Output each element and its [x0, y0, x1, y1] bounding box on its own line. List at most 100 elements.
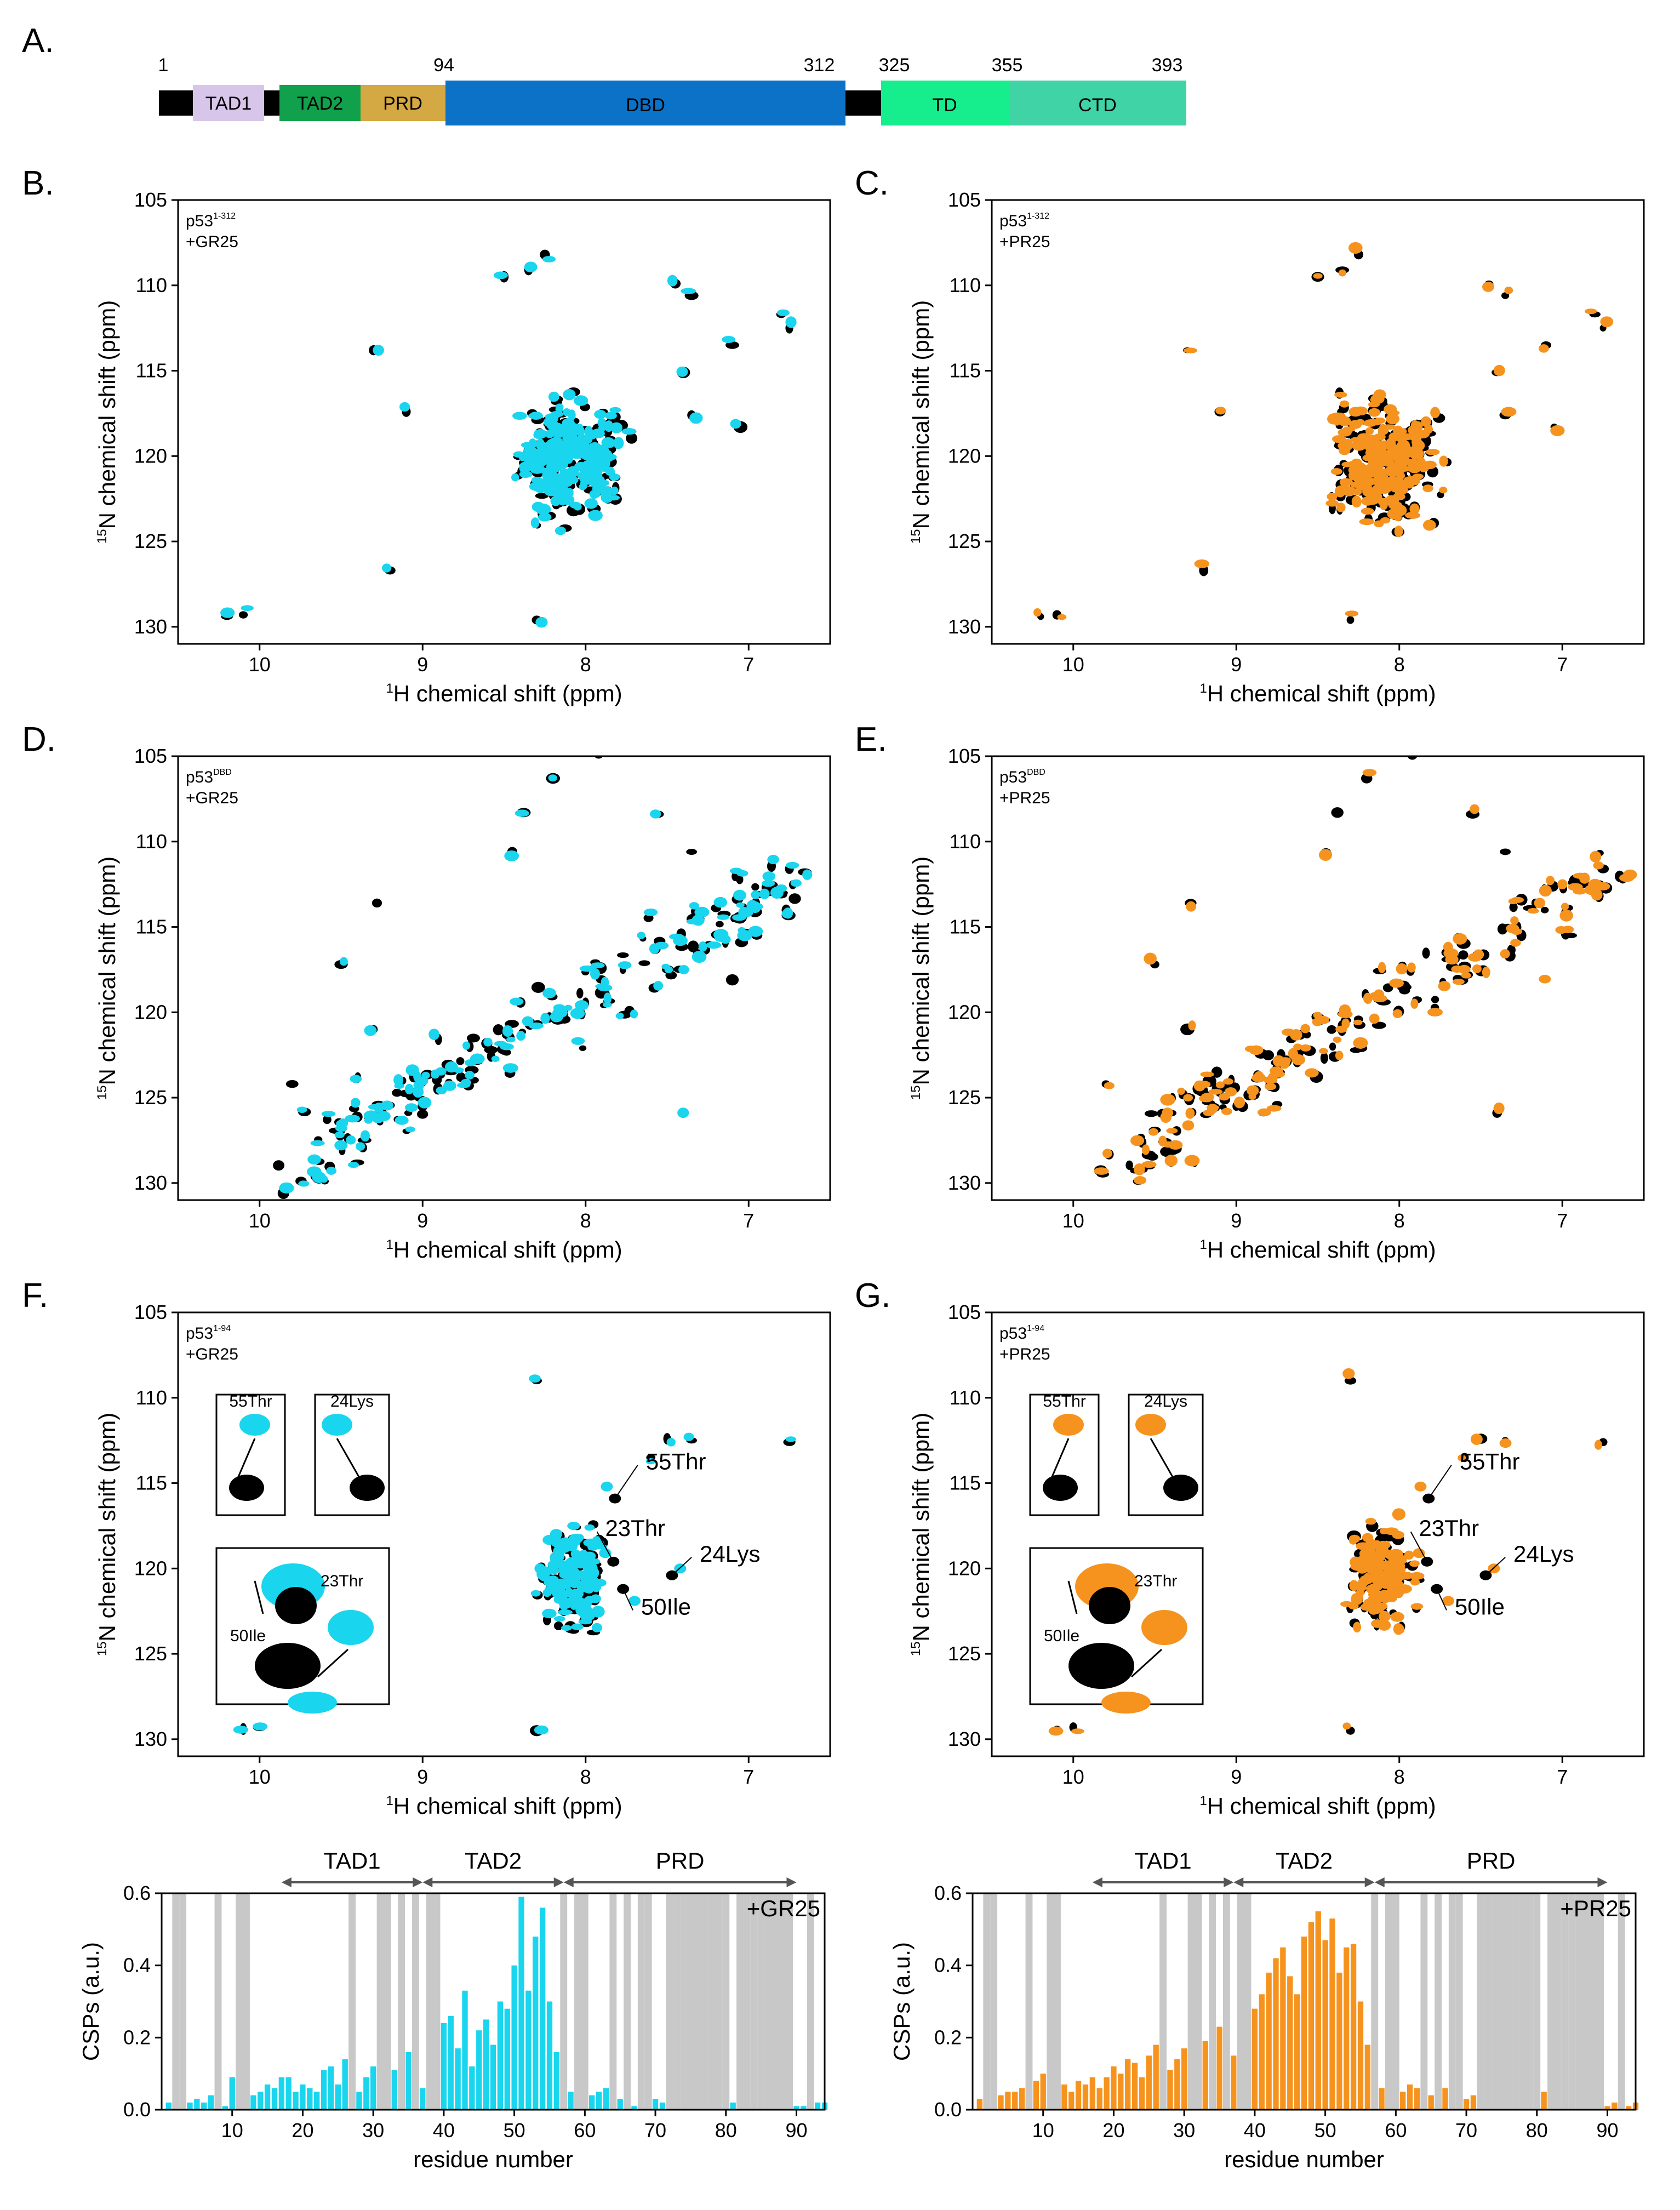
bound-peak — [1355, 1542, 1371, 1550]
bound-peak — [1410, 1578, 1420, 1586]
x-axis-label: 1H chemical shift (ppm) — [1199, 1793, 1436, 1819]
bound-peak — [1333, 1036, 1342, 1043]
bound-peak — [767, 854, 779, 865]
bound-peak — [1300, 1044, 1311, 1052]
bound-peak — [1396, 963, 1408, 975]
x-tick-label: 10 — [1062, 1209, 1084, 1232]
bound-peak — [346, 1135, 356, 1145]
assigned-bound-peak — [1413, 1548, 1425, 1558]
reference-peak — [725, 341, 739, 349]
reference-peak — [579, 1045, 587, 1052]
region-arrowhead — [563, 1877, 574, 1887]
x-tick-label: 9 — [1231, 1766, 1242, 1788]
x-tick-label: 7 — [743, 1766, 754, 1788]
bound-peak — [546, 418, 557, 430]
bound-peak — [395, 1116, 409, 1125]
bound-peak — [1453, 933, 1467, 945]
x-axis-label-sup: 1 — [1199, 1237, 1207, 1252]
bound-peak — [1594, 1440, 1602, 1450]
unassigned-residue-band — [1533, 1893, 1541, 2110]
bound-peak — [1313, 273, 1323, 279]
bound-peak — [588, 458, 602, 467]
y-axis-label-sup: 15 — [95, 1642, 110, 1657]
csp-bar — [1308, 1922, 1315, 2110]
bound-peak — [581, 450, 593, 460]
bound-peak — [1360, 1575, 1370, 1581]
csp-bar — [335, 2084, 341, 2110]
bound-peak — [1057, 614, 1067, 620]
bound-peak — [1384, 1549, 1398, 1557]
bound-peak — [1325, 500, 1339, 507]
x-axis-label: residue number — [413, 2146, 573, 2172]
bound-peak — [1373, 389, 1386, 400]
y-tick-label: 130 — [948, 615, 981, 638]
bound-peak — [1338, 1010, 1353, 1019]
bound-peak — [1233, 1097, 1245, 1109]
inset-bound-peak — [288, 1692, 337, 1714]
csp-bar — [1012, 2092, 1018, 2110]
csp-bar — [208, 2095, 214, 2110]
bound-peak — [1351, 495, 1362, 508]
bound-peak — [736, 902, 745, 908]
x-axis-label-sup: 1 — [1199, 681, 1207, 696]
unassigned-residue-band — [983, 1893, 991, 2110]
csp-bar — [1625, 2106, 1632, 2110]
bound-peak — [546, 1577, 560, 1587]
peak-annotation: 50Ile — [641, 1594, 691, 1619]
bound-peak — [643, 908, 658, 916]
x-tick-label: 20 — [1102, 2119, 1124, 2142]
domain-label: TD — [932, 95, 957, 116]
bound-peak — [1048, 1726, 1064, 1736]
x-tick-label: 10 — [249, 1209, 271, 1232]
bound-peak — [1407, 962, 1416, 973]
bound-peak — [552, 441, 567, 450]
bound-peak — [1379, 498, 1388, 510]
x-axis-label-text: H chemical shift (ppm) — [1207, 1793, 1436, 1819]
bound-peak — [373, 345, 384, 356]
bound-peak — [502, 1063, 518, 1073]
bound-peak — [587, 1567, 599, 1579]
y-axis-label-sup: 15 — [908, 1642, 923, 1657]
domain-label: TAD1 — [205, 93, 252, 114]
bound-peak — [1378, 426, 1389, 435]
bound-peak — [761, 880, 775, 887]
y-tick-label: 105 — [948, 189, 981, 211]
y-axis-label: 15N chemical shift (ppm) — [94, 300, 120, 544]
bound-peak — [1378, 475, 1387, 482]
y-tick-label: 120 — [948, 444, 981, 467]
inset-arrow — [254, 1580, 264, 1614]
bound-peak — [698, 941, 707, 952]
bound-peak — [609, 473, 620, 481]
bound-peak — [1357, 1567, 1367, 1574]
y-tick-label: 105 — [948, 745, 981, 767]
bound-peak — [1384, 404, 1397, 415]
unassigned-residue-band — [412, 1893, 419, 2110]
bound-peak — [1104, 1082, 1115, 1089]
csp-bar — [201, 2102, 207, 2110]
csp-bar — [1231, 2055, 1237, 2110]
bound-peak — [785, 1436, 796, 1442]
bound-peak — [1250, 1086, 1259, 1095]
inset-reference-peak — [255, 1643, 321, 1689]
csp-bar — [1132, 2063, 1138, 2110]
csp-bar — [455, 2048, 461, 2110]
x-axis-label-sup: 1 — [386, 1794, 393, 1808]
y-tick-label: 110 — [136, 274, 167, 296]
bound-peak — [591, 1606, 605, 1618]
bound-peak — [1365, 1564, 1378, 1573]
bound-peak — [790, 879, 802, 887]
csp-bar — [307, 2088, 313, 2110]
csp-bar — [1146, 2055, 1152, 2110]
bound-peak — [1373, 419, 1381, 426]
region-arrowhead — [1597, 1877, 1608, 1887]
unassigned-residue-band — [1244, 1893, 1252, 2110]
bound-peak — [1148, 1128, 1158, 1136]
bound-peak — [661, 963, 670, 969]
inset-label: 23Thr — [1134, 1572, 1177, 1590]
bound-peak — [1404, 480, 1414, 489]
bound-peak — [1396, 1584, 1412, 1594]
domain-map: A. TAD1 TAD2 PRD DBD TD CTD 1 94 312 325… — [22, 22, 1186, 125]
bound-peak — [1504, 286, 1513, 294]
bound-peak — [1374, 1563, 1383, 1573]
